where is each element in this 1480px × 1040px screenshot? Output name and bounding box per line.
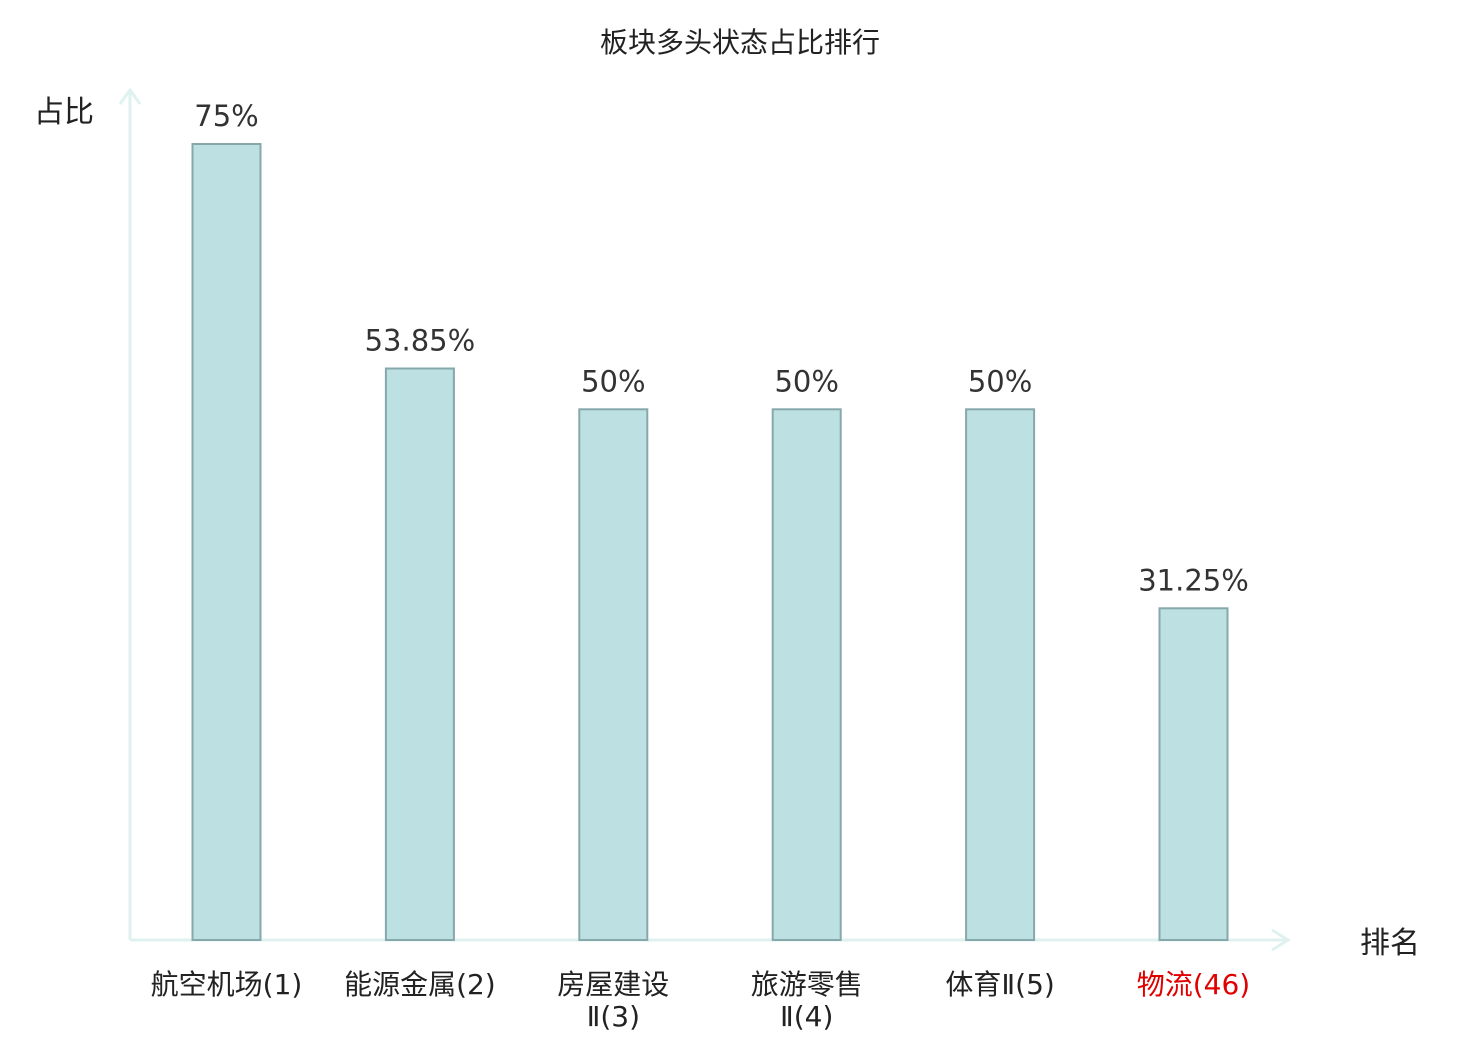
category-label-6: 物流(46) (1137, 968, 1250, 1001)
category-label-5: 体育Ⅱ(5) (945, 968, 1054, 1001)
bar-5 (965, 408, 1036, 941)
y-axis-label: 占比 (34, 95, 94, 130)
value-label-6: 31.25% (1138, 563, 1249, 597)
bars-group (191, 143, 1229, 941)
bar-6 (1158, 607, 1229, 941)
chart-title: 板块多头状态占比排行 (600, 26, 880, 59)
bar-2 (384, 367, 455, 941)
value-label-5: 50% (968, 364, 1032, 398)
category-label-1: 航空机场(1) (151, 968, 303, 1001)
value-label-3: 50% (581, 364, 645, 398)
category-label-3: 房屋建设 (557, 968, 669, 1001)
category-label-4: 旅游零售 (751, 968, 863, 1001)
bar-1 (191, 143, 262, 941)
category-label-3-line2: Ⅱ(3) (587, 1000, 640, 1033)
value-label-1: 75% (194, 99, 258, 133)
value-labels-group: 75% 53.85% 50% 50% 50% 31.25% (194, 99, 1249, 597)
x-axis-arrow (1271, 928, 1291, 952)
bar-4 (771, 408, 842, 941)
x-axis-label: 排名 (1360, 926, 1420, 961)
y-axis-arrow (118, 87, 142, 105)
bar-3 (578, 408, 649, 941)
category-label-4-line2: Ⅱ(4) (780, 1000, 833, 1033)
value-label-4: 50% (774, 364, 838, 398)
value-label-2: 53.85% (365, 324, 476, 358)
axes (118, 87, 1291, 952)
category-label-2: 能源金属(2) (344, 968, 496, 1001)
